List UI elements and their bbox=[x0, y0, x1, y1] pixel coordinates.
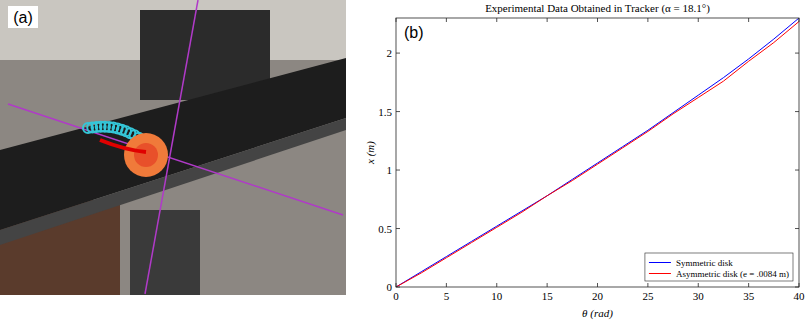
x-tick bbox=[496, 283, 497, 287]
y-axis-label: x (m) bbox=[364, 141, 377, 165]
legend: Symmetric diskAsymmetric disk (e = .0084… bbox=[645, 253, 793, 281]
y-tick-label: 0.5 bbox=[378, 223, 392, 235]
plot-area bbox=[396, 18, 799, 287]
x-tick bbox=[396, 283, 397, 287]
figure: (a) Experimental Data Obtained in Tracker… bbox=[0, 0, 810, 324]
x-tick-label: 0 bbox=[393, 290, 399, 302]
y-tick bbox=[795, 170, 799, 171]
y-tick bbox=[795, 228, 799, 229]
legend-swatch bbox=[649, 262, 671, 263]
x-tick bbox=[597, 18, 598, 22]
y-tick bbox=[795, 111, 799, 112]
chart-title: Experimental Data Obtained in Tracker (α… bbox=[485, 2, 710, 15]
x-axis-label: θ (rad) bbox=[582, 307, 613, 320]
label-background bbox=[8, 6, 38, 28]
legend-box bbox=[645, 253, 793, 281]
y-tick bbox=[795, 53, 799, 54]
y-tick-label: 2 bbox=[387, 47, 393, 59]
y-tick-label: 0 bbox=[387, 281, 393, 293]
x-tick-label: 25 bbox=[642, 290, 654, 302]
panel-label: (a) bbox=[13, 9, 33, 26]
y-tick bbox=[396, 111, 400, 112]
y-tick bbox=[396, 228, 400, 229]
photo-stand bbox=[130, 210, 200, 295]
x-tick bbox=[547, 18, 548, 22]
x-tick bbox=[748, 18, 749, 22]
x-tick-label: 5 bbox=[444, 290, 450, 302]
lines bbox=[396, 18, 799, 287]
tracker-trail-red bbox=[100, 140, 146, 152]
plot-frame bbox=[396, 18, 799, 287]
x-tick bbox=[547, 283, 548, 287]
x-tick-label: 35 bbox=[743, 290, 755, 302]
x-tick bbox=[698, 283, 699, 287]
x-tick bbox=[698, 18, 699, 22]
x-tick bbox=[647, 18, 648, 22]
x-tick-label: 40 bbox=[794, 290, 806, 302]
x-tick bbox=[446, 283, 447, 287]
x-tick-label: 30 bbox=[693, 290, 705, 302]
x-tick bbox=[647, 283, 648, 287]
y-tick bbox=[396, 287, 400, 288]
legend-swatch bbox=[649, 273, 671, 274]
x-tick bbox=[748, 283, 749, 287]
panel-b: Experimental Data Obtained in Tracker (α… bbox=[364, 2, 805, 320]
x-tick bbox=[799, 18, 800, 22]
panel-label: (b) bbox=[404, 24, 424, 41]
x-tick-label: 10 bbox=[491, 290, 503, 302]
x-tick bbox=[446, 18, 447, 22]
disk-center bbox=[134, 143, 158, 167]
legend-label: Asymmetric disk (e = .0084 m) bbox=[676, 269, 789, 279]
x-tick bbox=[396, 18, 397, 22]
series-line bbox=[396, 22, 799, 287]
disk bbox=[124, 133, 168, 177]
legend-label: Symmetric disk bbox=[676, 258, 733, 268]
y-tick-label: 1.5 bbox=[378, 106, 392, 118]
y-tick bbox=[795, 287, 799, 288]
x-tick bbox=[799, 283, 800, 287]
x-tick bbox=[597, 283, 598, 287]
x-tick-label: 20 bbox=[592, 290, 604, 302]
photo-background bbox=[0, 0, 346, 295]
y-tick bbox=[396, 170, 400, 171]
series-line bbox=[396, 18, 799, 287]
x-tick-label: 15 bbox=[542, 290, 554, 302]
y-tick bbox=[396, 53, 400, 54]
panel-a: (a) bbox=[0, 0, 346, 295]
y-tick-label: 1 bbox=[387, 164, 393, 176]
x-tick bbox=[496, 18, 497, 22]
